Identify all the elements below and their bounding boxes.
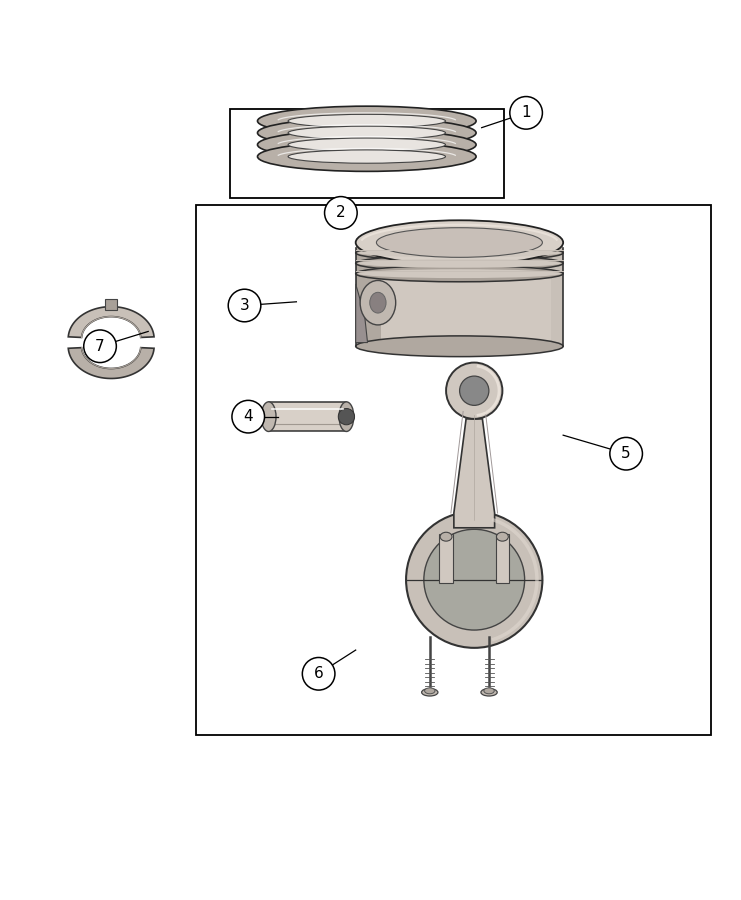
- Ellipse shape: [422, 688, 438, 696]
- Ellipse shape: [358, 248, 561, 257]
- Ellipse shape: [356, 266, 563, 282]
- Bar: [105, 299, 117, 310]
- Ellipse shape: [356, 336, 563, 356]
- Text: 2: 2: [336, 205, 345, 220]
- Ellipse shape: [376, 228, 542, 257]
- Bar: [196, 205, 711, 735]
- Ellipse shape: [358, 259, 561, 267]
- Ellipse shape: [356, 245, 563, 261]
- Ellipse shape: [358, 269, 561, 278]
- Ellipse shape: [370, 292, 386, 313]
- Ellipse shape: [496, 532, 508, 541]
- Ellipse shape: [258, 141, 476, 171]
- Polygon shape: [453, 418, 495, 527]
- Ellipse shape: [258, 106, 476, 136]
- Circle shape: [406, 511, 542, 648]
- Circle shape: [510, 96, 542, 129]
- Text: 4: 4: [244, 410, 253, 424]
- Ellipse shape: [288, 126, 445, 140]
- Text: 6: 6: [313, 666, 324, 681]
- Ellipse shape: [288, 138, 445, 151]
- Ellipse shape: [258, 130, 476, 159]
- Ellipse shape: [481, 688, 497, 696]
- Circle shape: [610, 437, 642, 470]
- Ellipse shape: [258, 118, 476, 148]
- Ellipse shape: [484, 688, 494, 694]
- Ellipse shape: [288, 114, 445, 128]
- Ellipse shape: [425, 688, 435, 694]
- Bar: [268, 401, 347, 431]
- Circle shape: [302, 658, 335, 690]
- Circle shape: [459, 376, 489, 405]
- Polygon shape: [68, 347, 154, 379]
- Ellipse shape: [440, 532, 452, 541]
- Ellipse shape: [356, 220, 563, 265]
- Circle shape: [228, 289, 261, 322]
- Text: 7: 7: [96, 338, 104, 354]
- Circle shape: [338, 409, 354, 425]
- Circle shape: [232, 400, 265, 433]
- Ellipse shape: [339, 401, 354, 431]
- Polygon shape: [356, 284, 368, 343]
- Polygon shape: [68, 307, 154, 338]
- Bar: [356, 242, 563, 346]
- Bar: [496, 535, 509, 582]
- Bar: [551, 242, 563, 346]
- Circle shape: [424, 529, 525, 630]
- Ellipse shape: [288, 150, 445, 163]
- Ellipse shape: [261, 401, 276, 431]
- Bar: [439, 535, 453, 582]
- Ellipse shape: [360, 281, 396, 325]
- Bar: [230, 109, 504, 198]
- Circle shape: [84, 330, 116, 363]
- Text: 5: 5: [622, 446, 631, 461]
- Bar: [356, 242, 381, 346]
- Text: 1: 1: [522, 105, 531, 121]
- Text: 3: 3: [239, 298, 250, 313]
- Circle shape: [446, 363, 502, 419]
- Ellipse shape: [356, 255, 563, 272]
- Circle shape: [325, 196, 357, 230]
